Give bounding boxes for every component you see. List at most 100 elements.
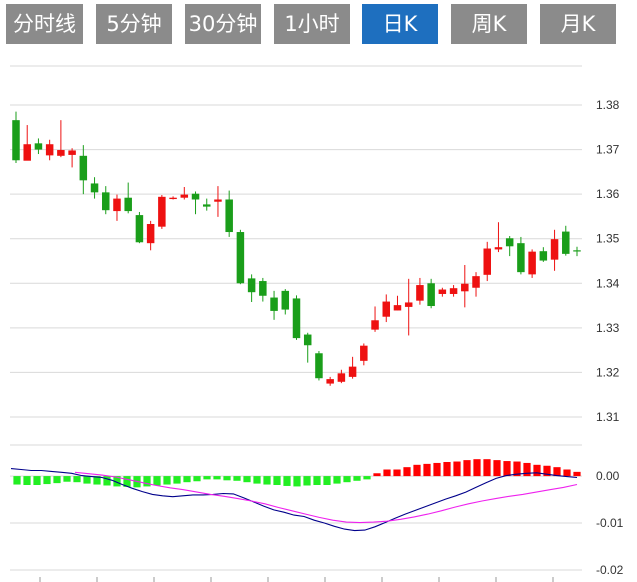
- tab-30min[interactable]: 30分钟: [185, 4, 261, 44]
- macd-bar: [43, 476, 51, 485]
- macd-bar: [183, 476, 191, 483]
- candle-body: [45, 144, 54, 156]
- candle-body: [259, 281, 267, 296]
- candle-body: [427, 283, 435, 307]
- dea-line: [74, 471, 578, 524]
- macd-bar: [233, 476, 241, 481]
- macd-bar: [53, 476, 61, 484]
- candle-body: [12, 120, 20, 161]
- macd-bar: [463, 460, 471, 477]
- candle-body: [539, 251, 548, 261]
- candle-body: [202, 204, 211, 207]
- tab-1hour[interactable]: 1小时: [274, 4, 350, 44]
- macd-bar: [323, 476, 331, 486]
- price-tick-label: 1.32: [596, 365, 620, 379]
- candle-body: [79, 155, 88, 181]
- price-tick-label: 1.33: [596, 321, 620, 335]
- tab-daily-k[interactable]: 日K: [362, 4, 438, 44]
- macd-bar: [223, 476, 231, 481]
- macd-bar: [363, 476, 371, 480]
- macd-bar: [93, 476, 101, 485]
- macd-bar: [353, 476, 361, 481]
- candle-body: [326, 379, 334, 384]
- candle-body: [449, 288, 458, 294]
- macd-bar: [143, 476, 151, 487]
- candle-body: [90, 183, 99, 193]
- candle-body: [135, 215, 144, 243]
- candle-body: [292, 298, 301, 339]
- candle-body: [393, 305, 402, 311]
- macd-bar: [453, 461, 461, 477]
- candle-body: [247, 278, 256, 293]
- candle-body: [23, 144, 31, 161]
- candle-body: [169, 197, 177, 200]
- candle-body: [113, 198, 121, 212]
- macd-bar: [123, 476, 131, 487]
- macd-bar: [343, 476, 351, 483]
- candle-body: [236, 232, 245, 284]
- candle-body: [494, 247, 503, 250]
- macd-bar: [383, 469, 391, 477]
- macd-bar: [163, 476, 171, 485]
- macd-bar: [393, 469, 401, 477]
- macd-bar: [373, 473, 381, 477]
- candle-body: [573, 250, 581, 252]
- candle-body: [348, 366, 357, 377]
- candle-body: [517, 243, 525, 273]
- candle-body: [315, 353, 323, 379]
- macd-bar: [403, 467, 411, 477]
- macd-bar: [493, 460, 501, 477]
- tab-monthly-k[interactable]: 月K: [540, 4, 616, 44]
- candle-body: [124, 197, 132, 212]
- macd-bar: [263, 476, 271, 485]
- macd-bar: [523, 462, 531, 477]
- candle-body: [158, 196, 166, 227]
- dif-line: [10, 468, 578, 532]
- macd-bar: [103, 476, 111, 486]
- candle-body: [34, 143, 43, 150]
- macd-bar: [513, 461, 521, 477]
- macd-bar: [303, 476, 311, 486]
- candle-body: [102, 192, 110, 211]
- macd-lines: [10, 468, 578, 532]
- candle-body: [270, 297, 278, 311]
- macd-bar: [63, 476, 71, 482]
- candle-body: [360, 345, 368, 361]
- candle-body: [371, 320, 379, 330]
- candle-body: [528, 251, 536, 275]
- candle-body: [191, 193, 200, 200]
- macd-bar: [173, 476, 181, 484]
- tab-weekly-k[interactable]: 周K: [451, 4, 527, 44]
- candle-body: [404, 302, 413, 307]
- macd-bar: [563, 469, 571, 477]
- macd-tick-label: 0.00: [596, 469, 620, 483]
- macd-bar: [23, 476, 31, 486]
- price-tick-label: 1.35: [596, 232, 620, 246]
- macd-bar: [273, 476, 281, 486]
- candle-body: [214, 199, 222, 202]
- candle-body: [180, 194, 189, 198]
- candle-body: [281, 290, 290, 310]
- macd-bar: [83, 476, 91, 484]
- macd-bar: [193, 476, 201, 482]
- kline-chart: 1.38 1.37 1.36 1.35 1.34 1.33 1.32 1.31 0.00 -0.0…: [10, 65, 624, 582]
- tab-timeshare[interactable]: 分时线: [6, 4, 83, 44]
- candlestick-series: [12, 111, 581, 386]
- macd-bar: [13, 476, 21, 485]
- price-tick-label: 1.31: [596, 410, 620, 424]
- candle-body: [438, 289, 447, 294]
- macd-bar: [313, 476, 321, 486]
- tab-5min[interactable]: 5分钟: [96, 4, 172, 44]
- candle-body: [505, 238, 514, 247]
- candle-body: [472, 276, 480, 288]
- candle-body: [68, 150, 76, 155]
- macd-tick-label: -0.01: [596, 516, 624, 530]
- price-tick-label: 1.34: [596, 276, 620, 290]
- price-tick-label: 1.38: [596, 98, 620, 112]
- macd-bar: [333, 476, 341, 484]
- macd-bar: [443, 462, 451, 477]
- candle-body: [225, 199, 233, 233]
- macd-bar: [293, 476, 301, 487]
- macd-bar: [203, 476, 211, 480]
- macd-histogram: [13, 459, 581, 488]
